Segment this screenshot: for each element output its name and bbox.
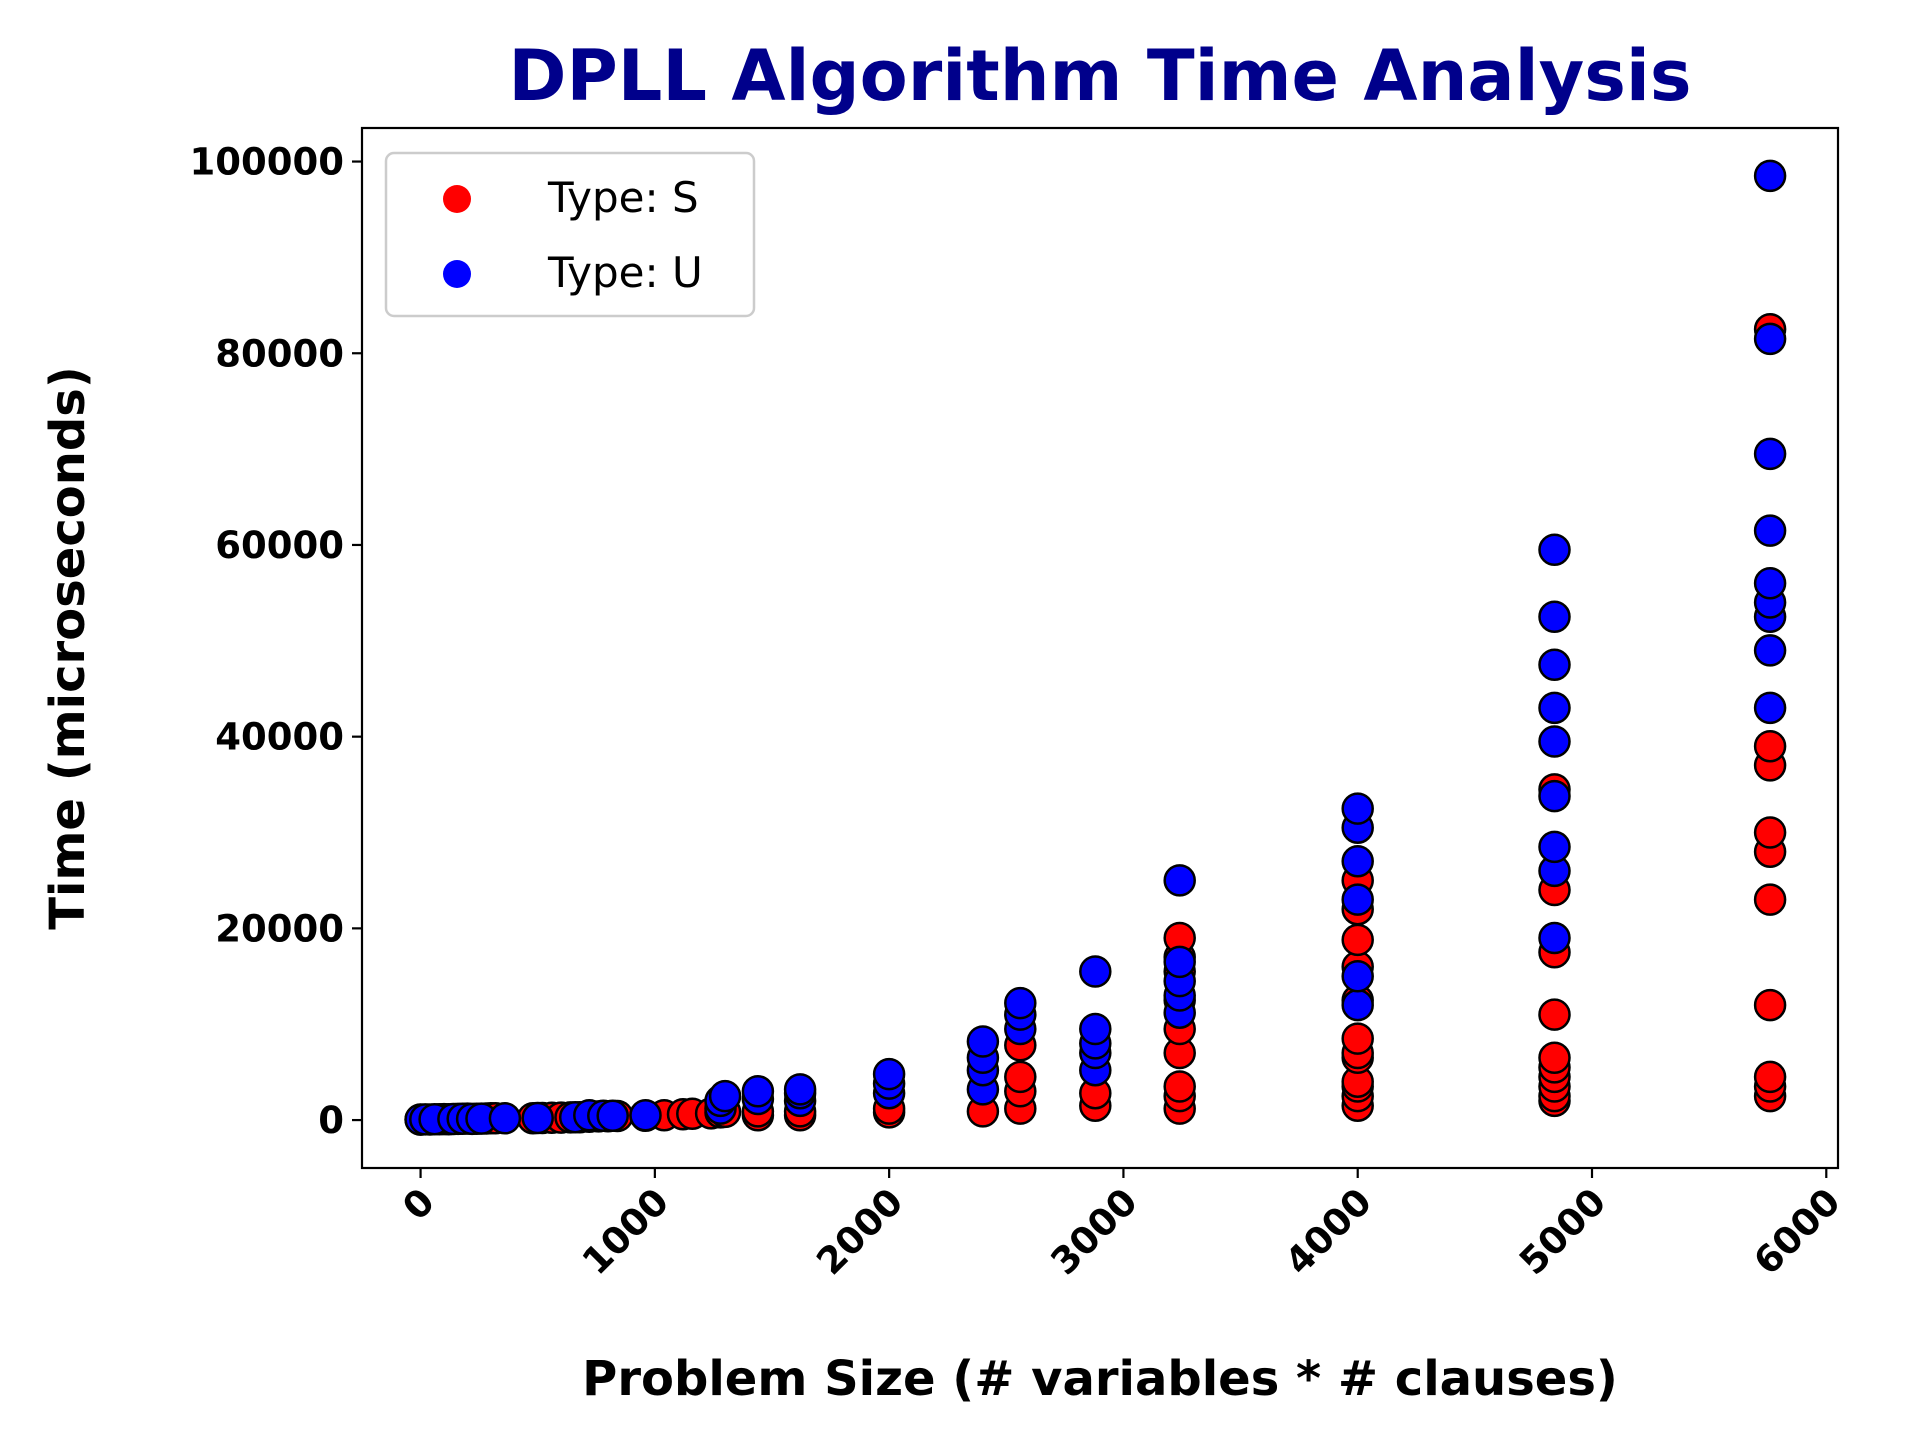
- data-point: [741, 1075, 775, 1108]
- data-point: [1753, 514, 1787, 547]
- data-point: [1753, 816, 1787, 849]
- y-tick-label: 20000: [215, 907, 344, 950]
- data-point: [1341, 792, 1374, 825]
- data-point: [1079, 955, 1112, 988]
- data-point: [1538, 830, 1571, 864]
- data-point: [1341, 1022, 1374, 1055]
- data-point: [1753, 437, 1787, 471]
- data-point: [1163, 864, 1196, 897]
- x-axis: 0 1000 2000 3000 4000 5000 6000: [394, 1168, 1849, 1283]
- data-point: [1341, 883, 1374, 916]
- data-point: [521, 1101, 554, 1135]
- data-point: [1753, 634, 1787, 667]
- data-point: [1163, 945, 1196, 979]
- data-point: [1341, 845, 1374, 878]
- x-tick-label: 1000: [574, 1180, 677, 1283]
- data-point: [783, 1073, 817, 1106]
- data-point: [1753, 159, 1787, 193]
- data-point: [1538, 533, 1571, 567]
- data-point: [708, 1079, 742, 1113]
- data-point: [629, 1099, 662, 1132]
- scatter-points: [404, 159, 1787, 1136]
- data-point: [1753, 322, 1787, 356]
- data-point: [1341, 988, 1374, 1022]
- data-point: [1753, 1060, 1787, 1094]
- data-point: [1538, 600, 1571, 634]
- legend-marker-type-s: [443, 185, 471, 213]
- y-axis-label: Time (microseconds): [40, 366, 96, 930]
- legend-label-type-s: Type: S: [547, 173, 699, 222]
- legend: Type: S Type: U: [384, 151, 756, 318]
- y-tick-label: 80000: [215, 332, 344, 375]
- data-point: [1753, 691, 1787, 725]
- data-point: [1538, 1041, 1571, 1075]
- y-tick-label: 40000: [215, 716, 344, 759]
- data-point: [966, 1025, 1000, 1058]
- x-axis-label: Problem Size (# variables * # clauses): [582, 1351, 1618, 1407]
- plot-area-frame: [360, 126, 1840, 1170]
- data-point: [488, 1102, 522, 1135]
- data-point: [1163, 1070, 1196, 1103]
- x-tick-label: 3000: [1043, 1180, 1146, 1283]
- legend-marker-type-u: [443, 260, 471, 288]
- data-point: [872, 1057, 906, 1091]
- x-tick-label: 0: [394, 1180, 443, 1229]
- data-point: [596, 1099, 629, 1133]
- data-point: [1538, 725, 1571, 758]
- data-point: [1341, 923, 1374, 957]
- y-axis: 0 20000 40000 60000 80000 100000: [190, 141, 362, 1142]
- y-tick-label: 0: [318, 1099, 344, 1142]
- series-type-u: [404, 159, 1787, 1136]
- data-point: [1753, 988, 1787, 1022]
- data-point: [1538, 648, 1571, 682]
- data-point: [1753, 729, 1787, 763]
- data-point: [1538, 998, 1571, 1031]
- data-point: [1004, 1060, 1037, 1094]
- legend-label-type-u: Type: U: [547, 248, 703, 297]
- data-point: [1079, 1012, 1112, 1046]
- data-point: [1753, 567, 1787, 600]
- data-point: [1538, 691, 1571, 725]
- data-point: [1538, 779, 1571, 813]
- x-tick-label: 4000: [1277, 1180, 1380, 1283]
- x-tick-label: 2000: [808, 1180, 911, 1283]
- data-point: [1753, 883, 1787, 916]
- data-point: [1341, 960, 1374, 993]
- x-tick-label: 5000: [1511, 1180, 1614, 1283]
- x-tick-label: 6000: [1745, 1180, 1848, 1283]
- legend-box: [384, 151, 756, 318]
- y-tick-label: 60000: [215, 524, 344, 567]
- y-tick-label: 100000: [190, 141, 344, 184]
- series-type-s: [404, 313, 1787, 1136]
- data-point: [1538, 921, 1571, 955]
- data-point: [1004, 986, 1037, 1020]
- chart-title: DPLL Algorithm Time Analysis: [508, 35, 1691, 117]
